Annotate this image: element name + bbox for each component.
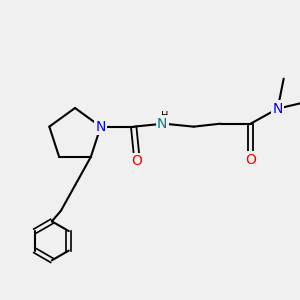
Text: N: N — [95, 120, 106, 134]
Text: O: O — [131, 154, 142, 168]
Text: H: H — [161, 111, 169, 121]
Text: N: N — [157, 117, 167, 131]
Text: N: N — [272, 102, 283, 116]
Text: O: O — [245, 153, 256, 167]
